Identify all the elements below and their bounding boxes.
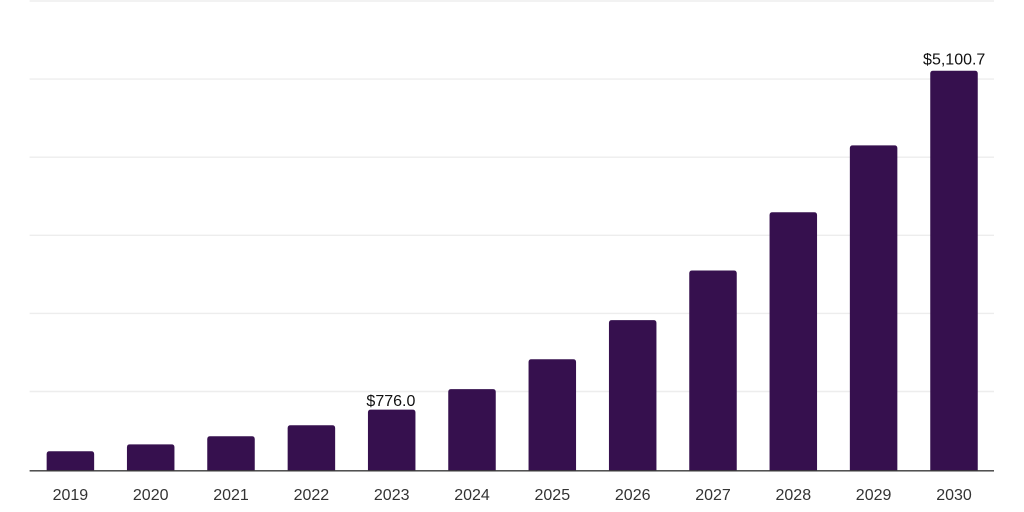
svg-text:2022: 2022 bbox=[294, 487, 330, 504]
svg-text:2030: 2030 bbox=[936, 487, 972, 504]
svg-text:2025: 2025 bbox=[535, 487, 571, 504]
svg-text:2023: 2023 bbox=[374, 487, 410, 504]
svg-text:2024: 2024 bbox=[454, 487, 490, 504]
svg-text:2021: 2021 bbox=[213, 487, 249, 504]
svg-text:2020: 2020 bbox=[133, 487, 169, 504]
svg-text:$5,100.7: $5,100.7 bbox=[923, 51, 985, 68]
svg-text:2019: 2019 bbox=[53, 487, 89, 504]
svg-text:2026: 2026 bbox=[615, 487, 651, 504]
svg-text:2029: 2029 bbox=[856, 487, 892, 504]
svg-text:$776.0: $776.0 bbox=[366, 393, 415, 410]
svg-text:2027: 2027 bbox=[695, 487, 731, 504]
svg-text:2028: 2028 bbox=[776, 487, 812, 504]
